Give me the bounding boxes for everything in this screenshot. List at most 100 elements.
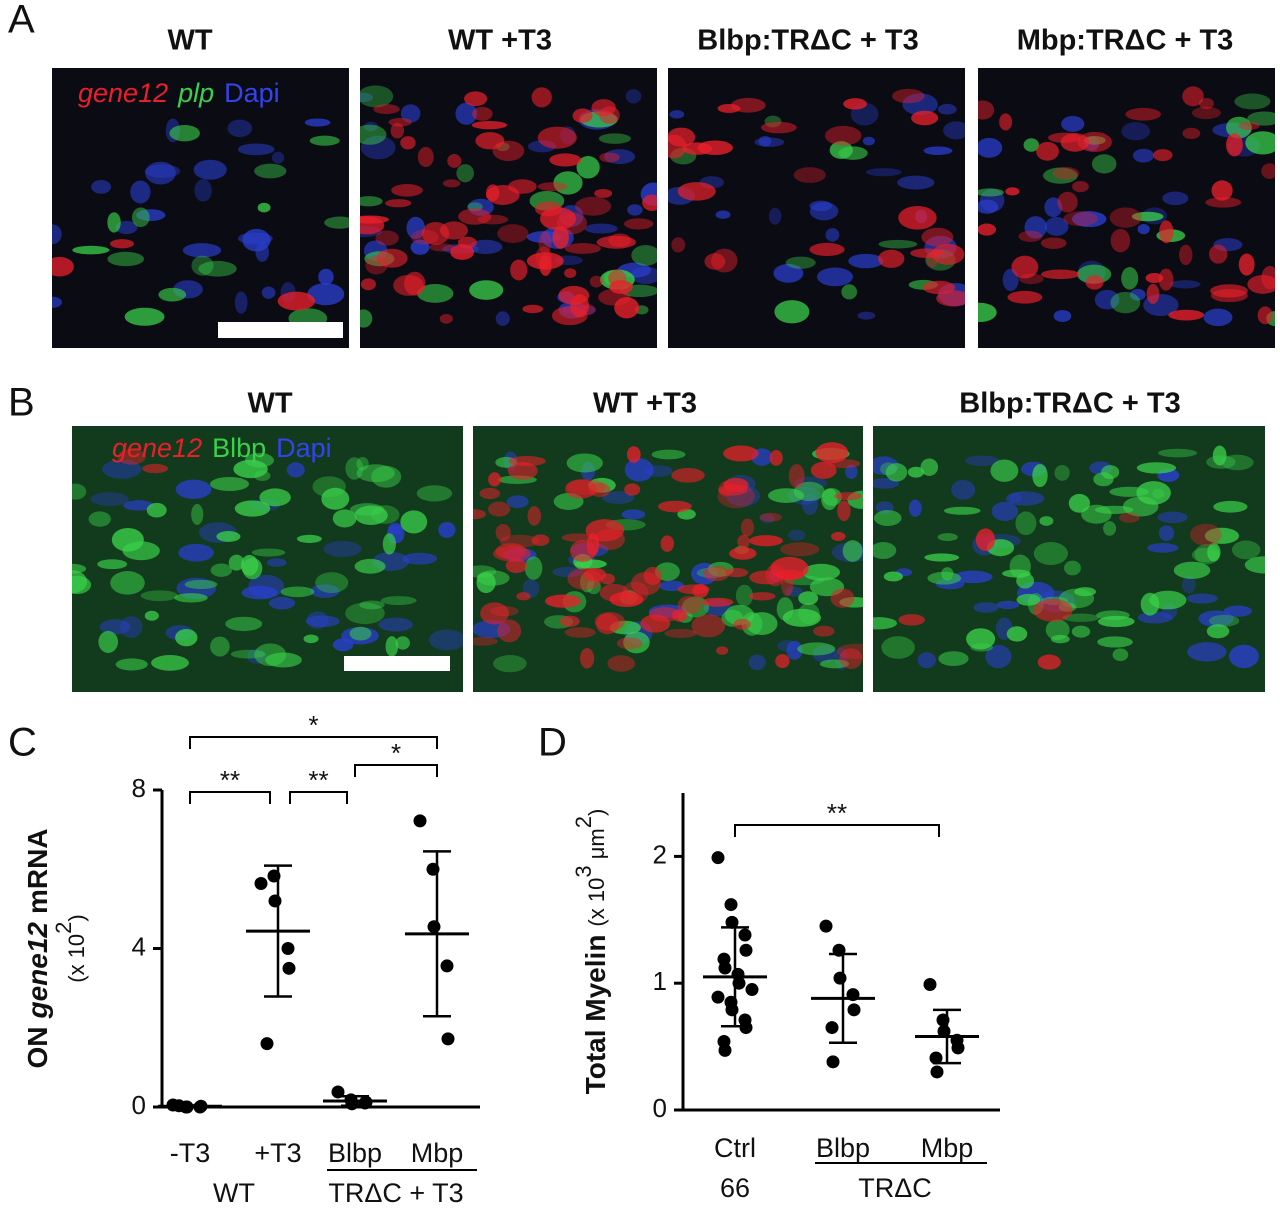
stain (1119, 512, 1140, 523)
significance-bracket (189, 791, 271, 804)
panel-letter: A (8, 0, 35, 42)
panel-title: Blbp:TRΔC + T3 (959, 388, 1180, 420)
stain (786, 640, 803, 660)
stain (1158, 525, 1175, 541)
stain (567, 567, 603, 590)
stain (1212, 445, 1227, 466)
stain (310, 584, 340, 598)
data-point (724, 898, 738, 912)
stain (908, 499, 922, 517)
stain (98, 630, 119, 653)
stain (862, 136, 875, 146)
y-unit-part: ) (584, 809, 609, 816)
stain (549, 153, 582, 167)
stain (787, 529, 806, 541)
y-tick-label: 4 (132, 931, 146, 961)
stain (809, 242, 845, 257)
y-unit-part: μm (584, 828, 609, 865)
stain (1158, 448, 1198, 458)
stain (1061, 115, 1085, 132)
stain (1137, 224, 1150, 235)
stain (535, 246, 552, 269)
stain (723, 478, 749, 492)
stain (1226, 133, 1243, 157)
panel-title: WT +T3 (448, 25, 552, 57)
stain (158, 287, 187, 302)
stain (1228, 644, 1259, 669)
stain (540, 207, 577, 231)
stain (72, 575, 92, 595)
stain (819, 659, 850, 669)
stain (228, 554, 245, 571)
stain (802, 563, 841, 581)
stain (476, 570, 510, 586)
stain (769, 449, 783, 466)
stain (1011, 255, 1039, 279)
stain (110, 571, 145, 595)
stain (130, 180, 151, 204)
stain (825, 227, 840, 242)
stain (391, 184, 423, 197)
stain (360, 135, 396, 160)
stain (495, 311, 510, 326)
stain (175, 479, 212, 500)
data-point (711, 851, 725, 865)
significance-label: * (308, 710, 318, 740)
stain (538, 231, 552, 255)
stain (931, 243, 965, 265)
stain (1204, 527, 1240, 544)
stain (169, 125, 200, 142)
significance-bracket (289, 791, 348, 804)
data-point (738, 928, 752, 942)
stain (842, 540, 863, 562)
stain (1053, 309, 1072, 323)
stain (1191, 106, 1221, 120)
stain (1125, 107, 1162, 121)
stain (210, 636, 230, 657)
group-label: TRΔC (858, 1173, 932, 1203)
stain (495, 523, 511, 542)
stain (531, 87, 552, 108)
stain (978, 188, 1004, 197)
stain (1191, 547, 1220, 563)
stain (123, 500, 154, 511)
stain (72, 483, 87, 500)
stain (565, 479, 597, 499)
stain (122, 541, 160, 561)
stain (748, 592, 776, 601)
stain (254, 163, 287, 179)
stain (360, 124, 387, 145)
stain (410, 239, 430, 255)
data-point (260, 1037, 274, 1051)
stain (873, 617, 898, 630)
stain (574, 196, 612, 216)
stain (537, 182, 568, 192)
data-point (930, 1065, 944, 1079)
stain (115, 658, 148, 671)
stain (749, 535, 783, 547)
stain (841, 284, 858, 300)
legend: gene12 Blbp Dapi (112, 433, 332, 463)
stain (373, 104, 400, 115)
y-unit-part: (x 10 (584, 878, 609, 927)
stain (259, 488, 291, 507)
stain (816, 267, 853, 287)
stain (883, 571, 903, 582)
stain (837, 500, 851, 522)
stain (456, 164, 475, 183)
stain (1136, 462, 1177, 474)
stain (404, 271, 426, 296)
micrograph (360, 68, 657, 348)
stain (307, 283, 345, 306)
x-tick-label: Blbp (816, 1133, 870, 1163)
panel-letter: B (8, 381, 35, 425)
significance-label: ** (308, 765, 328, 795)
stain (345, 457, 364, 480)
group-label: WT (213, 1178, 255, 1208)
stain (1094, 289, 1120, 310)
stain (1039, 516, 1054, 526)
stain (711, 248, 738, 273)
stain (560, 615, 580, 627)
stain (416, 485, 453, 502)
stain (472, 106, 493, 121)
